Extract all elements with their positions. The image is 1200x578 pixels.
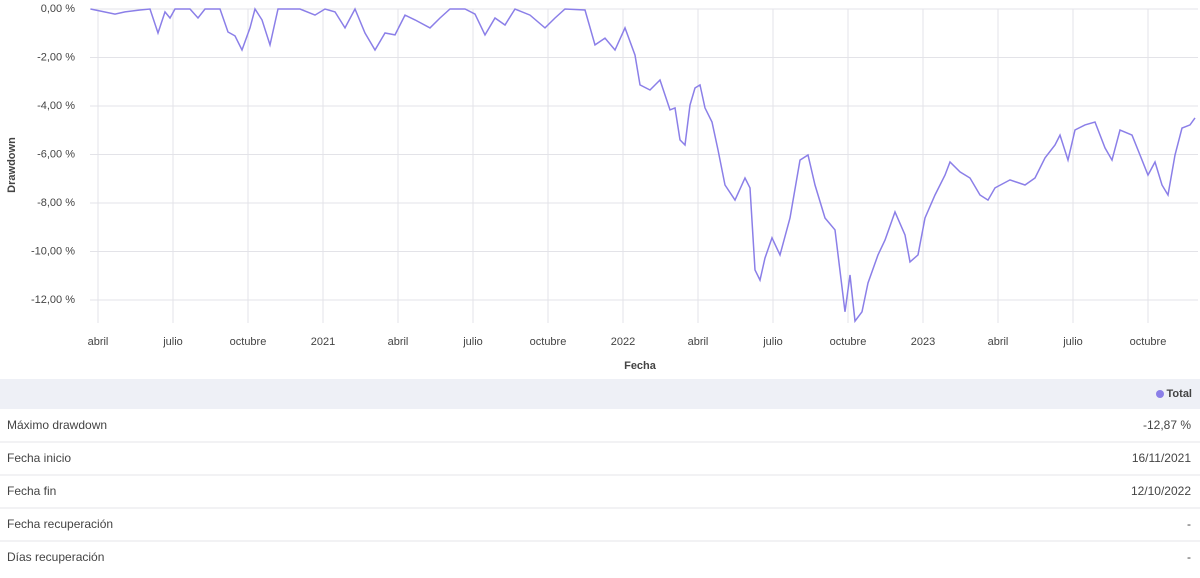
x-tick-label: abril: [88, 336, 109, 348]
row-label: Fecha recuperación: [7, 517, 113, 531]
x-tick-label: octubre: [230, 336, 267, 348]
y-tick-label: -4,00 %: [37, 100, 75, 112]
x-tick-label: octubre: [1130, 336, 1167, 348]
y-tick-label: -10,00 %: [31, 245, 75, 257]
y-tick-label: -8,00 %: [37, 197, 75, 209]
row-label: Fecha inicio: [7, 451, 71, 465]
table-header: [0, 379, 1200, 409]
x-axis-label: Fecha: [624, 360, 657, 372]
row-value: -: [1187, 550, 1191, 564]
y-tick-label: 0,00 %: [41, 3, 75, 15]
row-value: -12,87 %: [1143, 418, 1191, 432]
x-tick-label: 2022: [611, 336, 635, 348]
row-label: Días recuperación: [7, 550, 104, 564]
x-tick-label: abril: [688, 336, 709, 348]
x-tick-label: abril: [388, 336, 409, 348]
y-axis-label: Drawdown: [6, 137, 18, 193]
x-tick-label: julio: [762, 336, 783, 348]
y-tick-label: -2,00 %: [37, 51, 75, 63]
row-label: Fecha fin: [7, 484, 56, 498]
x-tick-label: julio: [1062, 336, 1083, 348]
line: [90, 7, 1196, 324]
x-tick-label: julio: [162, 336, 183, 348]
x-tick-label: octubre: [830, 336, 867, 348]
x-tick-label: abril: [988, 336, 1009, 348]
x-tick-label: octubre: [530, 336, 567, 348]
row-value: -: [1187, 517, 1191, 531]
legend-label: Total: [1167, 388, 1192, 400]
y-tick-label: -6,00 %: [37, 148, 75, 160]
x-tick-label: julio: [462, 336, 483, 348]
row-label: Máximo drawdown: [7, 418, 107, 432]
row-value: 16/11/2021: [1132, 451, 1191, 465]
y-tick-label: -12,00 %: [31, 294, 75, 306]
x-tick-label: 2021: [311, 336, 335, 348]
row-value: 12/10/2022: [1131, 484, 1191, 498]
legend-marker: [1156, 390, 1164, 398]
x-tick-label: 2023: [911, 336, 935, 348]
